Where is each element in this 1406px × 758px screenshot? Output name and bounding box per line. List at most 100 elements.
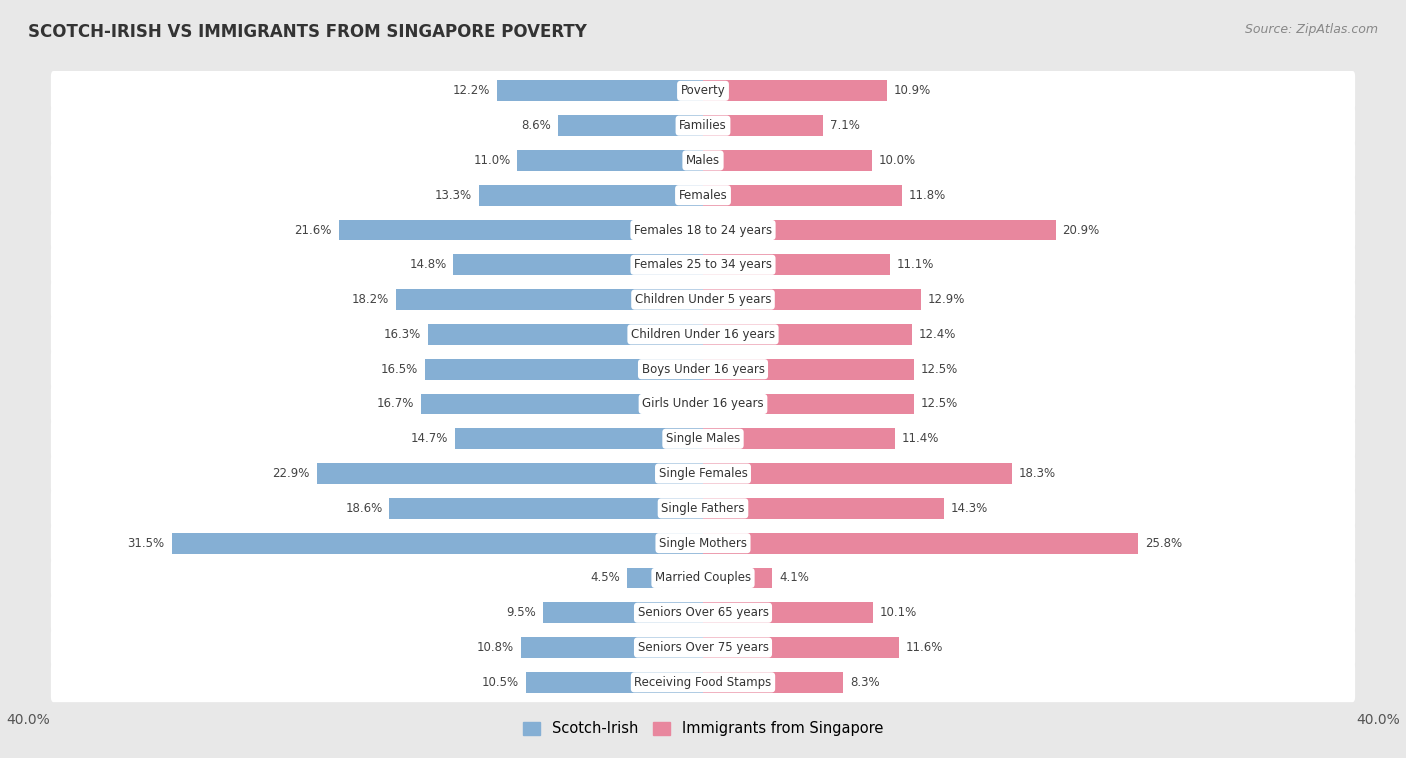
FancyBboxPatch shape xyxy=(51,175,1355,215)
Text: 10.5%: 10.5% xyxy=(482,676,519,689)
Text: 4.1%: 4.1% xyxy=(779,572,808,584)
FancyBboxPatch shape xyxy=(51,628,1355,667)
Bar xyxy=(339,220,703,240)
Bar xyxy=(703,463,1012,484)
Bar xyxy=(703,359,914,380)
Bar xyxy=(703,672,844,693)
FancyBboxPatch shape xyxy=(51,71,1355,111)
Bar xyxy=(703,498,945,518)
Bar xyxy=(703,289,921,310)
Text: Married Couples: Married Couples xyxy=(655,572,751,584)
Text: 10.9%: 10.9% xyxy=(894,84,931,97)
FancyBboxPatch shape xyxy=(51,106,1355,146)
Text: 9.5%: 9.5% xyxy=(506,606,536,619)
Text: 12.9%: 12.9% xyxy=(928,293,965,306)
FancyBboxPatch shape xyxy=(51,315,1355,354)
Text: Single Fathers: Single Fathers xyxy=(661,502,745,515)
Bar xyxy=(703,637,898,658)
Bar xyxy=(703,533,1139,553)
Bar xyxy=(517,150,703,171)
Bar xyxy=(478,185,703,205)
Text: 13.3%: 13.3% xyxy=(434,189,472,202)
Bar xyxy=(558,115,703,136)
Bar xyxy=(498,80,703,102)
Text: 11.8%: 11.8% xyxy=(908,189,946,202)
Text: 12.2%: 12.2% xyxy=(453,84,491,97)
Text: 18.2%: 18.2% xyxy=(352,293,389,306)
FancyBboxPatch shape xyxy=(51,210,1355,250)
FancyBboxPatch shape xyxy=(51,558,1355,598)
Text: 12.5%: 12.5% xyxy=(921,362,957,376)
Bar xyxy=(703,255,890,275)
FancyBboxPatch shape xyxy=(51,349,1355,389)
Bar xyxy=(703,428,896,449)
Text: Females: Females xyxy=(679,189,727,202)
Bar xyxy=(425,359,703,380)
Text: 16.7%: 16.7% xyxy=(377,397,415,411)
Text: 8.6%: 8.6% xyxy=(522,119,551,132)
FancyBboxPatch shape xyxy=(51,140,1355,180)
Bar xyxy=(526,672,703,693)
Text: 11.4%: 11.4% xyxy=(903,432,939,445)
Text: SCOTCH-IRISH VS IMMIGRANTS FROM SINGAPORE POVERTY: SCOTCH-IRISH VS IMMIGRANTS FROM SINGAPOR… xyxy=(28,23,586,41)
Bar xyxy=(703,115,823,136)
Bar xyxy=(427,324,703,345)
Text: Single Females: Single Females xyxy=(658,467,748,480)
Bar xyxy=(703,568,772,588)
Text: 20.9%: 20.9% xyxy=(1063,224,1099,236)
Bar xyxy=(172,533,703,553)
Bar xyxy=(703,393,914,415)
Text: 12.5%: 12.5% xyxy=(921,397,957,411)
Text: 21.6%: 21.6% xyxy=(294,224,332,236)
Text: Families: Families xyxy=(679,119,727,132)
Text: 10.0%: 10.0% xyxy=(879,154,915,167)
Text: Seniors Over 65 years: Seniors Over 65 years xyxy=(637,606,769,619)
Bar xyxy=(389,498,703,518)
Text: Children Under 16 years: Children Under 16 years xyxy=(631,328,775,341)
Text: 16.5%: 16.5% xyxy=(381,362,418,376)
Text: 14.7%: 14.7% xyxy=(411,432,449,445)
Bar xyxy=(396,289,703,310)
Text: 11.1%: 11.1% xyxy=(897,258,935,271)
Text: 31.5%: 31.5% xyxy=(128,537,165,550)
Text: Females 25 to 34 years: Females 25 to 34 years xyxy=(634,258,772,271)
Bar xyxy=(422,393,703,415)
FancyBboxPatch shape xyxy=(51,523,1355,563)
Bar xyxy=(543,603,703,623)
Bar xyxy=(456,428,703,449)
Text: Seniors Over 75 years: Seniors Over 75 years xyxy=(637,641,769,654)
FancyBboxPatch shape xyxy=(51,593,1355,633)
Bar xyxy=(453,255,703,275)
Bar xyxy=(703,220,1056,240)
Text: 10.1%: 10.1% xyxy=(880,606,917,619)
Text: Source: ZipAtlas.com: Source: ZipAtlas.com xyxy=(1244,23,1378,36)
Bar xyxy=(627,568,703,588)
Text: 11.0%: 11.0% xyxy=(474,154,510,167)
FancyBboxPatch shape xyxy=(51,245,1355,285)
FancyBboxPatch shape xyxy=(51,384,1355,424)
Bar xyxy=(703,80,887,102)
Text: Single Mothers: Single Mothers xyxy=(659,537,747,550)
Text: 18.3%: 18.3% xyxy=(1018,467,1056,480)
FancyBboxPatch shape xyxy=(51,662,1355,702)
Text: 7.1%: 7.1% xyxy=(830,119,859,132)
Text: 4.5%: 4.5% xyxy=(591,572,620,584)
Text: 14.3%: 14.3% xyxy=(950,502,988,515)
Text: Receiving Food Stamps: Receiving Food Stamps xyxy=(634,676,772,689)
Bar xyxy=(703,324,912,345)
Text: 14.8%: 14.8% xyxy=(409,258,447,271)
Text: 12.4%: 12.4% xyxy=(920,328,956,341)
Bar xyxy=(703,185,903,205)
Text: 25.8%: 25.8% xyxy=(1144,537,1182,550)
FancyBboxPatch shape xyxy=(51,488,1355,528)
Text: 18.6%: 18.6% xyxy=(346,502,382,515)
Text: 8.3%: 8.3% xyxy=(849,676,879,689)
Legend: Scotch-Irish, Immigrants from Singapore: Scotch-Irish, Immigrants from Singapore xyxy=(517,716,889,742)
FancyBboxPatch shape xyxy=(51,419,1355,459)
Bar xyxy=(703,603,873,623)
Text: 10.8%: 10.8% xyxy=(477,641,515,654)
Text: Children Under 5 years: Children Under 5 years xyxy=(634,293,772,306)
Text: 11.6%: 11.6% xyxy=(905,641,943,654)
FancyBboxPatch shape xyxy=(51,280,1355,319)
Text: 22.9%: 22.9% xyxy=(273,467,309,480)
